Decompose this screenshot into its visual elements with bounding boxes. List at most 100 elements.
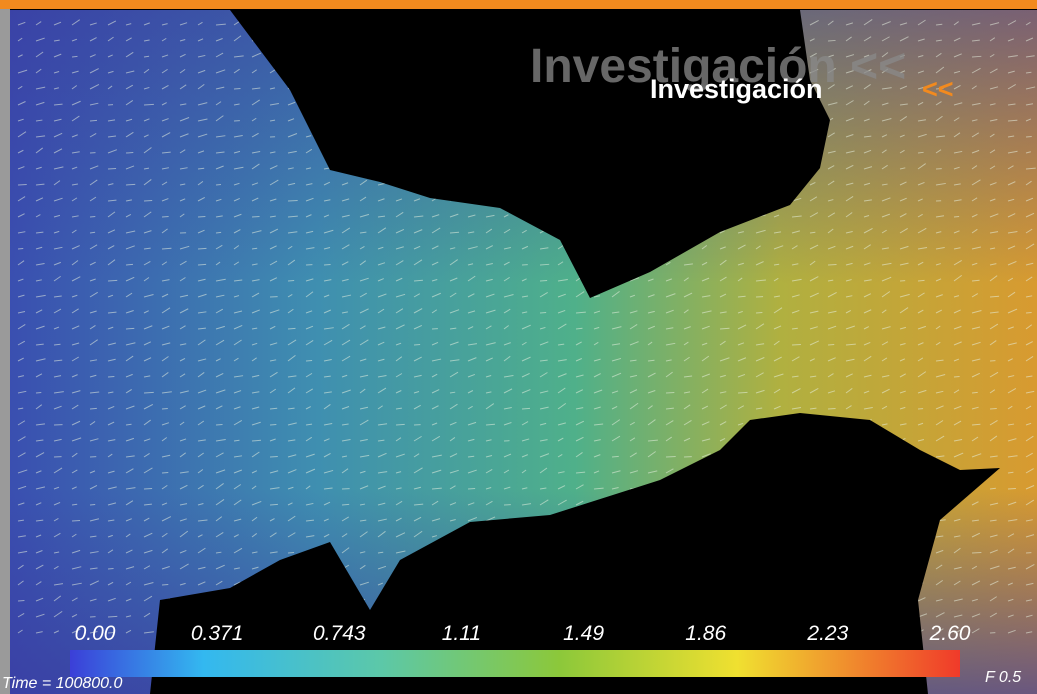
flow-arrow: [359, 374, 369, 378]
flow-arrow: [917, 55, 924, 58]
flow-arrow: [377, 518, 387, 522]
flow-arrow: [665, 278, 673, 282]
flow-arrow: [287, 231, 298, 234]
flow-arrow: [701, 325, 710, 330]
flow-arrow: [251, 439, 262, 442]
flow-arrow: [539, 406, 549, 410]
flow-arrow: [845, 343, 856, 346]
flow-arrow: [143, 68, 150, 74]
flow-arrow: [629, 374, 638, 378]
flow-arrow: [845, 134, 854, 138]
flow-arrow: [989, 487, 996, 490]
flow-arrow: [827, 357, 836, 362]
flow-arrow: [575, 420, 585, 426]
flow-arrow: [35, 119, 43, 122]
flow-arrow: [341, 389, 351, 394]
flow-arrow: [521, 341, 527, 346]
flow-arrow: [89, 179, 98, 186]
flow-arrow: [251, 391, 260, 394]
flow-arrow: [845, 358, 855, 362]
flow-arrow: [359, 277, 369, 282]
flow-arrow: [197, 503, 204, 506]
flow-arrow: [521, 438, 530, 442]
flow-arrow: [503, 342, 511, 346]
flow-arrow: [143, 438, 151, 442]
time-label: Time = 100800.0: [2, 675, 122, 692]
flow-arrow: [251, 421, 261, 426]
flow-arrow: [593, 487, 604, 490]
flow-arrow: [917, 119, 926, 122]
flow-arrow: [323, 229, 334, 234]
flow-arrow: [107, 211, 116, 218]
flow-arrow: [1007, 375, 1015, 378]
flow-arrow: [269, 342, 278, 346]
flow-arrow: [395, 228, 405, 234]
flow-arrow: [953, 452, 964, 458]
flow-arrow: [755, 372, 764, 378]
flow-arrow: [791, 263, 799, 266]
flow-arrow: [287, 486, 294, 490]
flow-arrow: [197, 263, 207, 266]
flow-arrow: [863, 182, 871, 186]
flow-arrow: [863, 69, 872, 74]
flow-arrow: [899, 197, 907, 202]
flow-arrow: [17, 166, 25, 170]
flow-arrow: [35, 21, 42, 26]
flow-arrow: [449, 371, 459, 378]
flow-arrow: [989, 389, 996, 394]
flow-arrow: [629, 470, 639, 474]
flow-arrow: [827, 132, 835, 138]
flow-arrow: [1007, 245, 1016, 250]
flow-arrow: [773, 388, 781, 394]
flow-arrow: [179, 325, 186, 330]
flow-arrow: [269, 371, 278, 378]
flow-arrow: [647, 390, 656, 394]
flow-arrow: [251, 263, 258, 266]
flow-arrow: [647, 294, 655, 298]
flow-arrow: [863, 309, 872, 314]
flow-arrow: [71, 166, 78, 170]
flow-arrow: [17, 357, 24, 362]
flow-arrow: [161, 566, 170, 570]
flow-arrow: [575, 389, 584, 394]
flow-arrow: [449, 469, 459, 474]
flow-arrow: [341, 355, 351, 362]
flow-arrow: [359, 308, 369, 314]
flow-arrow: [827, 245, 836, 250]
flow-arrow: [413, 374, 422, 378]
flow-arrow: [953, 309, 961, 314]
flow-arrow: [485, 325, 492, 330]
flow-arrow: [17, 485, 27, 490]
flow-arrow: [179, 103, 187, 106]
flow-arrow: [71, 325, 80, 330]
colorbar-tick-label: 0.371: [191, 622, 244, 645]
flow-arrow: [485, 214, 495, 218]
flow-arrow: [143, 375, 151, 378]
flow-arrow: [863, 244, 871, 250]
flow-arrow: [17, 420, 26, 426]
flow-arrow: [881, 87, 892, 90]
flow-arrow: [17, 407, 24, 410]
flow-arrow: [17, 535, 26, 538]
flow-arrow: [917, 309, 924, 314]
flow-arrow: [1007, 487, 1016, 490]
flow-arrow: [971, 39, 980, 42]
flow-arrow: [215, 115, 224, 122]
flow-arrow: [305, 214, 312, 218]
flow-arrow: [17, 340, 26, 346]
flow-arrow: [197, 372, 205, 378]
flow-arrow: [575, 436, 584, 442]
flow-arrow: [377, 358, 385, 362]
flow-arrow: [143, 391, 154, 394]
flow-arrow: [413, 293, 421, 298]
flow-arrow: [53, 501, 61, 506]
flow-arrow: [845, 387, 853, 394]
flow-arrow: [737, 391, 748, 394]
flow-arrow: [953, 325, 962, 330]
flow-arrow: [71, 342, 80, 346]
flow-arrow: [647, 451, 656, 458]
flow-arrow: [179, 167, 188, 170]
flow-arrow: [917, 357, 924, 362]
flow-arrow: [251, 516, 258, 522]
flow-arrow: [197, 358, 207, 362]
